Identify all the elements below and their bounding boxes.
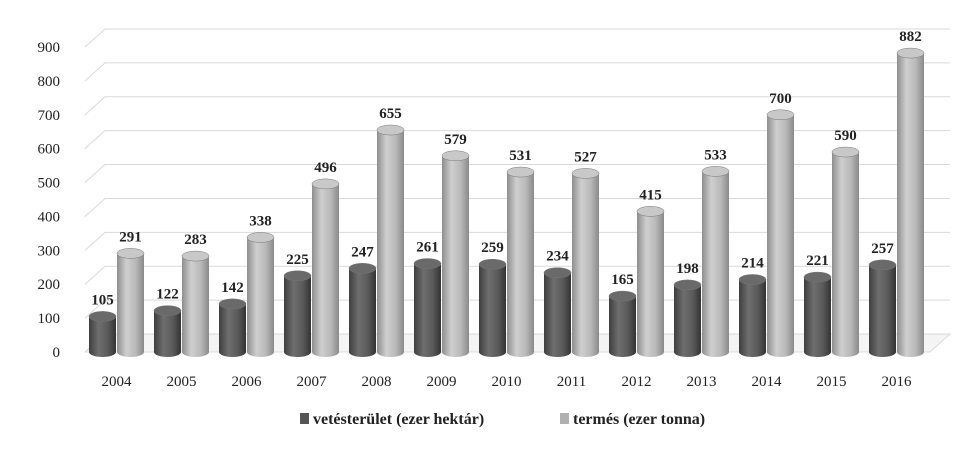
data-label: 261: [416, 240, 439, 256]
data-label: 142: [221, 280, 244, 296]
x-tick-label: 2014: [752, 374, 783, 390]
gridline: [84, 265, 950, 285]
bar-series-2: [701, 166, 730, 357]
data-label: 234: [546, 249, 569, 265]
data-label: 338: [249, 213, 272, 229]
y-tick-label: 800: [38, 74, 61, 90]
gridline: [84, 130, 950, 150]
data-label: 105: [91, 292, 114, 308]
x-tick-label: 2010: [492, 374, 522, 390]
legend: vetésterület (ezer hektár) termés (ezer t…: [300, 411, 705, 428]
data-label: 496: [314, 160, 337, 176]
legend-swatch: [300, 413, 309, 424]
data-label: 259: [481, 240, 504, 256]
data-label: 533: [704, 147, 727, 163]
data-label: 579: [444, 132, 467, 148]
data-label: 225: [286, 252, 309, 268]
data-label: 291: [119, 229, 142, 245]
x-tick-label: 2015: [817, 374, 847, 390]
legend-swatch: [560, 413, 569, 424]
data-label: 198: [676, 261, 699, 277]
y-tick-label: 100: [38, 311, 61, 327]
data-label: 257: [871, 241, 894, 257]
data-label: 221: [806, 253, 829, 269]
bar-series-1: [543, 267, 572, 357]
data-label: 165: [611, 272, 634, 288]
data-label: 283: [184, 232, 207, 248]
bar-series-2: [376, 124, 405, 357]
bar-series-2: [636, 206, 665, 357]
gridline: [84, 197, 950, 217]
data-label: 122: [156, 287, 179, 303]
x-tick-label: 2008: [362, 374, 392, 390]
data-label: 882: [899, 29, 922, 45]
data-label: 415: [639, 187, 662, 203]
bars: 105 291 122 283 142 338 225 496 247 655 261 579 259 5…: [88, 29, 925, 358]
data-label: 655: [379, 106, 402, 122]
x-axis: 2004 2005 2006 2007 2008 2009 2010 2011 2012 2013…: [102, 374, 913, 390]
gridline: [84, 299, 950, 319]
data-label: 247: [351, 244, 374, 260]
y-tick-label: 500: [38, 176, 61, 192]
data-label: 700: [769, 91, 792, 107]
bar-series-2: [506, 166, 535, 357]
data-label: 590: [834, 128, 857, 144]
bar-series-2: [441, 150, 470, 357]
bar-series-2: [766, 109, 795, 358]
legend-label: termés (ezer tonna): [573, 411, 705, 428]
data-label: 527: [574, 149, 597, 165]
bar-series-1: [738, 274, 767, 357]
data-label: 531: [509, 148, 532, 164]
x-tick-label: 2004: [102, 374, 133, 390]
bar-series-2: [246, 232, 275, 357]
bar-series-1: [88, 311, 117, 357]
legend-item-series-2: termés (ezer tonna): [560, 411, 705, 428]
bar-series-1: [868, 259, 897, 357]
x-tick-label: 2013: [687, 374, 717, 390]
y-tick-label: 200: [38, 277, 61, 293]
y-tick-label: 600: [38, 142, 61, 158]
bar-series-2: [831, 146, 860, 357]
legend-item-series-1: vetésterület (ezer hektár): [300, 411, 484, 428]
bar-series-2: [116, 248, 145, 357]
bar-series-1: [348, 263, 377, 357]
gridline: [84, 96, 950, 116]
bar-series-2: [311, 178, 340, 357]
bar-series-1: [283, 270, 312, 357]
x-tick-label: 2012: [622, 374, 652, 390]
bar-series-1: [673, 279, 702, 357]
gridline: [84, 231, 950, 251]
y-tick-label: 400: [38, 209, 61, 225]
bar-series-2: [571, 168, 600, 357]
x-tick-label: 2006: [232, 374, 263, 390]
bar-series-2: [181, 250, 210, 357]
x-tick-label: 2016: [882, 374, 913, 390]
y-tick-label: 900: [38, 40, 61, 56]
data-label: 214: [741, 255, 764, 271]
bar-series-1: [803, 271, 832, 357]
bar-series-1: [218, 298, 247, 357]
x-tick-label: 2007: [297, 374, 328, 390]
y-tick-label: 0: [53, 345, 61, 361]
x-tick-label: 2005: [167, 374, 197, 390]
x-tick-label: 2009: [427, 374, 457, 390]
bar-series-1: [413, 258, 442, 357]
bar-series-1: [478, 258, 507, 357]
y-tick-label: 700: [38, 108, 61, 124]
bar-series-1: [608, 290, 637, 357]
gridline: [84, 28, 950, 48]
y-tick-label: 300: [38, 243, 61, 259]
y-axis: 0 100 200 300 400 500 600 700 800 900: [38, 40, 61, 361]
bar-series-2: [896, 47, 925, 357]
x-tick-label: 2011: [557, 374, 586, 390]
gridline: [84, 62, 950, 82]
bar-series-1: [153, 305, 182, 357]
gridline: [84, 164, 950, 183]
legend-label: vetésterület (ezer hektár): [313, 411, 484, 428]
